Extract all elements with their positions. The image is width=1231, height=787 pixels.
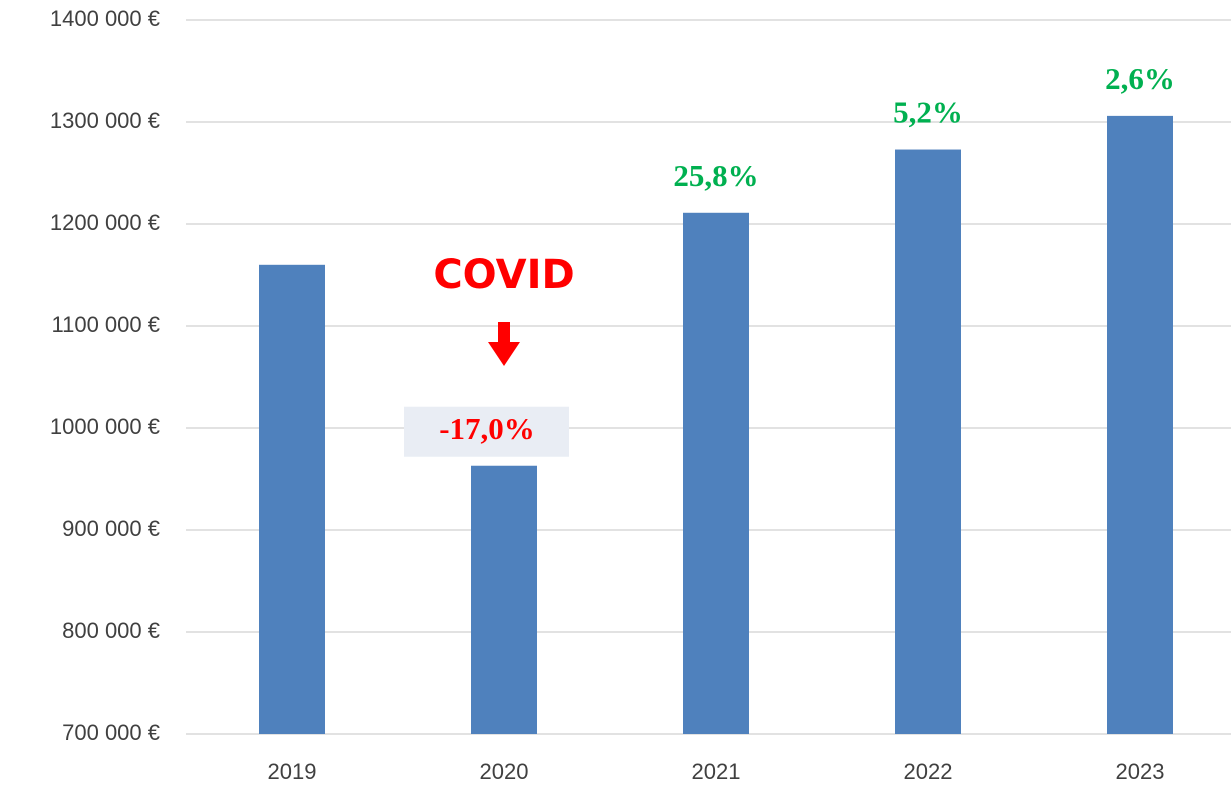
x-tick-label: 2023 bbox=[1116, 759, 1165, 784]
change-label: 25,8% bbox=[673, 158, 758, 193]
y-tick-label: 700 000 € bbox=[62, 720, 160, 745]
bar bbox=[895, 149, 961, 735]
y-tick-label: 1100 000 € bbox=[52, 312, 160, 337]
y-tick-label: 1300 000 € bbox=[50, 108, 160, 133]
x-tick-label: 2022 bbox=[904, 759, 953, 784]
x-tick-label: 2019 bbox=[268, 759, 317, 784]
covid-note: COVID bbox=[433, 252, 574, 298]
x-tick-label: 2020 bbox=[480, 759, 529, 784]
change-label: -17,0% bbox=[439, 411, 535, 446]
bar bbox=[471, 465, 537, 734]
bar bbox=[259, 264, 325, 734]
y-tick-label: 800 000 € bbox=[62, 618, 160, 643]
label-box bbox=[404, 406, 569, 457]
x-tick-label: 2021 bbox=[692, 759, 741, 784]
y-tick-label: 1200 000 € bbox=[50, 210, 160, 235]
bar bbox=[683, 212, 749, 734]
change-label: 5,2% bbox=[893, 95, 963, 130]
bar bbox=[1107, 115, 1173, 734]
covid-arrow bbox=[488, 322, 520, 366]
y-tick-label: 900 000 € bbox=[62, 516, 160, 541]
change-label: 2,6% bbox=[1105, 61, 1175, 96]
y-tick-label: 1400 000 € bbox=[50, 6, 160, 31]
y-tick-label: 1000 000 € bbox=[50, 414, 160, 439]
